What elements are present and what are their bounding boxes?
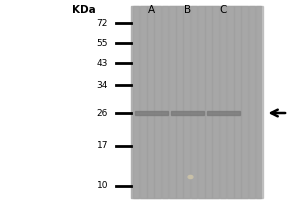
Text: 10: 10: [97, 182, 108, 190]
Text: 34: 34: [97, 81, 108, 90]
Text: KDa: KDa: [72, 5, 96, 15]
Text: A: A: [148, 5, 155, 15]
Bar: [212, 6, 219, 198]
Bar: [205, 6, 212, 198]
Text: 43: 43: [97, 58, 108, 68]
Bar: [162, 6, 168, 198]
Text: 72: 72: [97, 19, 108, 27]
Bar: [140, 6, 146, 198]
Bar: [183, 6, 190, 198]
Text: 55: 55: [97, 38, 108, 47]
Bar: [169, 6, 175, 198]
Bar: [191, 6, 197, 198]
Bar: [130, 6, 261, 198]
Bar: [135, 111, 168, 115]
Bar: [256, 6, 262, 198]
Bar: [207, 111, 240, 115]
Bar: [227, 6, 233, 198]
Text: 26: 26: [97, 108, 108, 117]
Bar: [198, 6, 205, 198]
Bar: [220, 6, 226, 198]
Bar: [242, 6, 248, 198]
Bar: [133, 6, 139, 198]
Bar: [176, 6, 183, 198]
Bar: [234, 6, 241, 198]
Text: 17: 17: [97, 142, 108, 150]
Text: C: C: [220, 5, 227, 15]
Circle shape: [188, 175, 193, 179]
Bar: [154, 6, 161, 198]
Bar: [171, 111, 204, 115]
Text: B: B: [184, 5, 191, 15]
Bar: [249, 6, 255, 198]
Bar: [147, 6, 154, 198]
